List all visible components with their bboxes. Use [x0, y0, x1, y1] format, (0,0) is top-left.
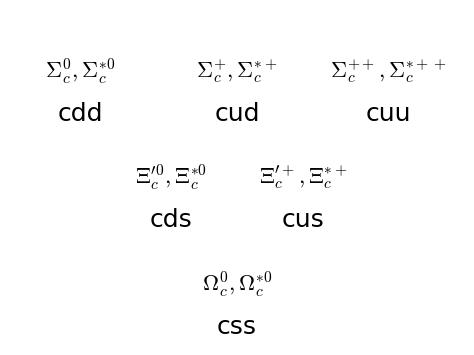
Text: cuu: cuu: [366, 102, 411, 126]
Text: $\Sigma_c^{0}, \Sigma_c^{*0}$: $\Sigma_c^{0}, \Sigma_c^{*0}$: [46, 56, 116, 86]
Text: $\Xi_c^{\prime 0}, \Xi_c^{*0}$: $\Xi_c^{\prime 0}, \Xi_c^{*0}$: [135, 163, 207, 192]
Text: cds: cds: [149, 208, 192, 232]
Text: css: css: [217, 315, 257, 339]
Text: $\Sigma_c^{++}, \Sigma_c^{*++}$: $\Sigma_c^{++}, \Sigma_c^{*++}$: [330, 57, 447, 85]
Text: cud: cud: [214, 102, 260, 126]
Text: $\Sigma_c^{+}, \Sigma_c^{*+}$: $\Sigma_c^{+}, \Sigma_c^{*+}$: [196, 57, 278, 85]
Text: cus: cus: [282, 208, 325, 232]
Text: $\Omega_c^{0}, \Omega_c^{*0}$: $\Omega_c^{0}, \Omega_c^{*0}$: [202, 269, 272, 299]
Text: cdd: cdd: [58, 102, 103, 126]
Text: $\Xi_c^{\prime +}, \Xi_c^{*+}$: $\Xi_c^{\prime +}, \Xi_c^{*+}$: [259, 164, 347, 191]
